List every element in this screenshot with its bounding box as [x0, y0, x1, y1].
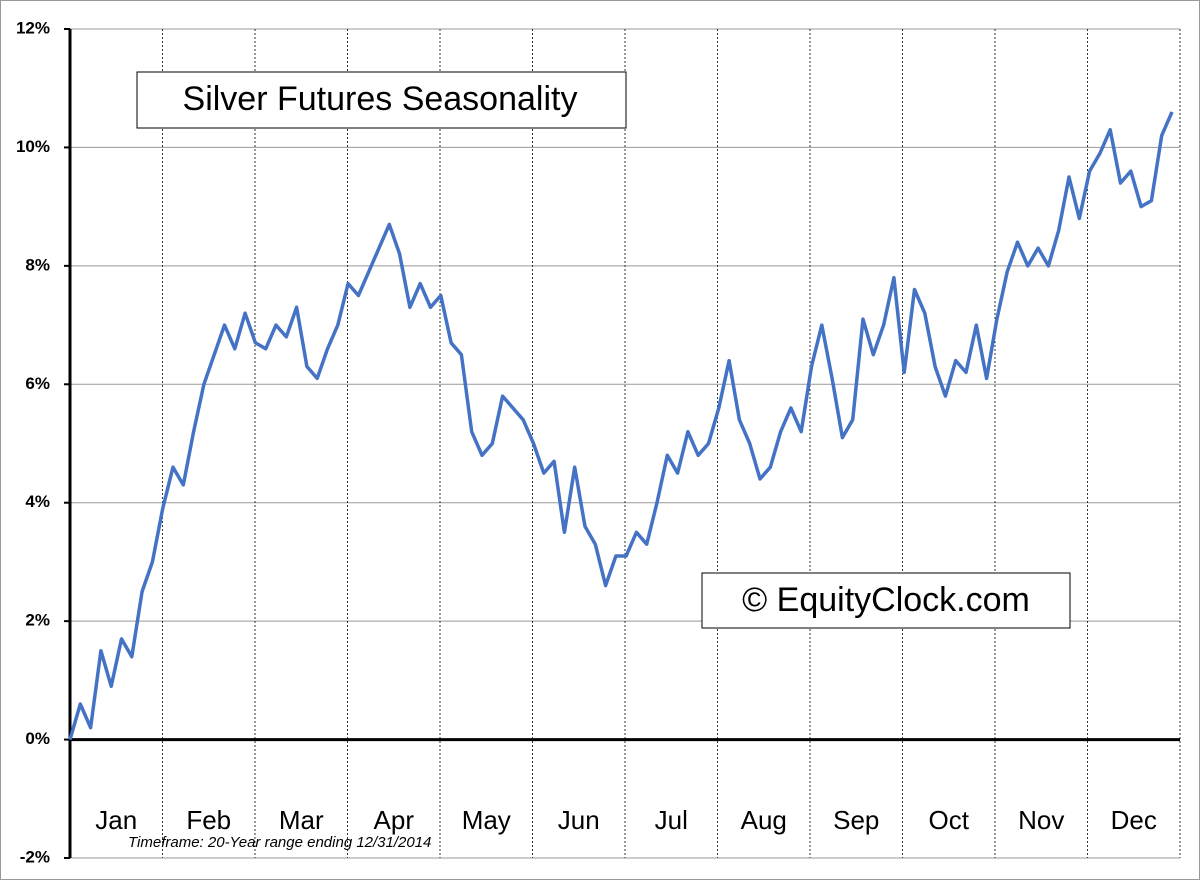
y-tick-label: 12% [16, 18, 50, 37]
x-tick-label: Aug [741, 805, 787, 835]
x-tick-label: Dec [1111, 805, 1157, 835]
series-line [68, 111, 1174, 741]
watermark-box [701, 572, 1071, 629]
x-tick-label: Jan [95, 805, 137, 835]
y-tick-label: 6% [25, 374, 50, 393]
y-tick-label: 10% [16, 137, 50, 156]
x-tick-label: Oct [929, 805, 970, 835]
x-tick-label: Nov [1018, 805, 1064, 835]
footnote: Timeframe: 20-Year range ending 12/31/20… [128, 834, 431, 851]
x-tick-label: Mar [279, 805, 324, 835]
x-tick-label: May [462, 805, 511, 835]
chart-title: Silver Futures Seasonality [183, 80, 578, 118]
x-tick-label: Jul [655, 805, 688, 835]
x-tick-label: Apr [374, 805, 415, 835]
y-tick-label: -2% [20, 847, 50, 866]
x-tick-label: Jun [558, 805, 600, 835]
y-tick-label: 4% [25, 492, 50, 511]
y-tick-label: 8% [25, 255, 50, 274]
watermark: © EquityClock.com [742, 581, 1030, 619]
x-tick-label: Sep [833, 805, 879, 835]
y-tick-label: 0% [25, 729, 50, 748]
x-tick-label: Feb [186, 805, 231, 835]
y-tick-label: 2% [25, 611, 50, 630]
title-box [136, 71, 627, 129]
